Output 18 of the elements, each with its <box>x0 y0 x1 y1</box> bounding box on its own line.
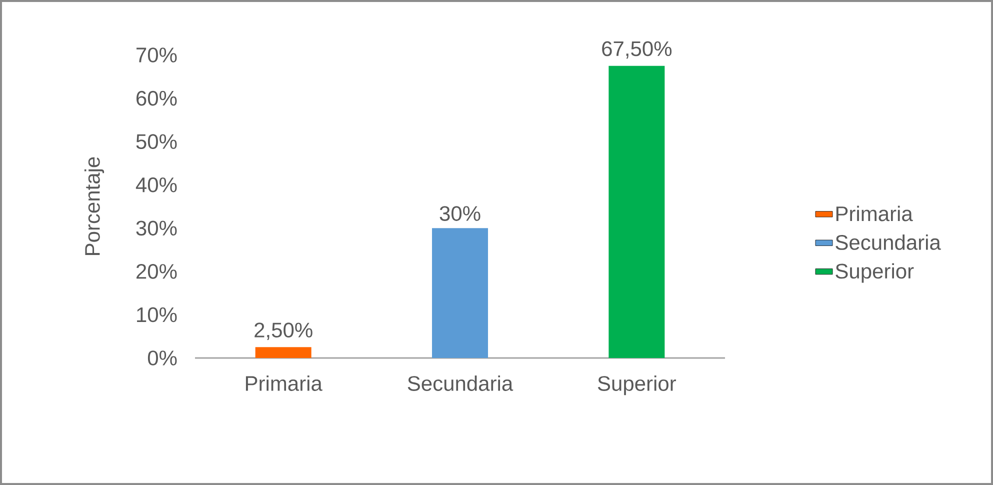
y-tick-label: 20% <box>136 264 177 279</box>
x-tick-label: Primaria <box>246 376 322 391</box>
y-tick-label: 50% <box>136 134 177 149</box>
y-tick-label: 0% <box>148 350 177 366</box>
y-axis-title: Porcentaje <box>84 157 104 255</box>
y-tick-label: 10% <box>137 307 177 322</box>
data-label: 2,50% <box>254 322 312 340</box>
legend-label: Primaria <box>836 206 913 222</box>
data-label: 67,50% <box>602 41 672 59</box>
legend-label: Superior <box>836 263 914 283</box>
y-tick-label: 70% <box>136 48 177 62</box>
data-label: 30% <box>440 206 480 221</box>
y-tick-label: 30% <box>136 220 177 236</box>
x-tick-label: Superior <box>598 376 676 396</box>
y-tick-label: 60% <box>136 90 177 106</box>
y-tick-label: 40% <box>136 177 177 192</box>
x-tick-label: Secundaria <box>408 376 514 391</box>
legend-label: Secundaria <box>836 234 941 250</box>
